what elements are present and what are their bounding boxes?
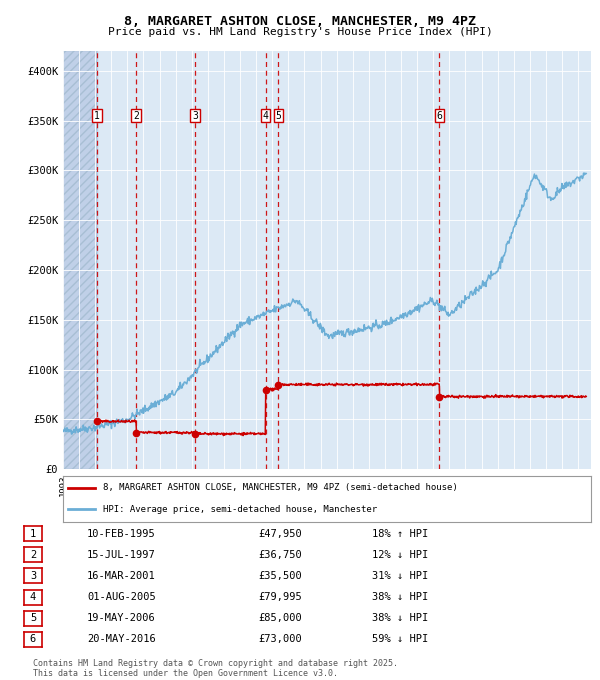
Text: 18% ↑ HPI: 18% ↑ HPI xyxy=(372,529,428,539)
Text: 5: 5 xyxy=(30,613,36,623)
Text: £35,500: £35,500 xyxy=(258,571,302,581)
Text: 4: 4 xyxy=(263,111,268,121)
Text: 19-MAY-2006: 19-MAY-2006 xyxy=(87,613,156,623)
Text: 59% ↓ HPI: 59% ↓ HPI xyxy=(372,634,428,644)
Text: 20-MAY-2016: 20-MAY-2016 xyxy=(87,634,156,644)
Text: 3: 3 xyxy=(30,571,36,581)
Text: 1: 1 xyxy=(94,111,100,121)
Text: 1: 1 xyxy=(30,529,36,539)
Text: 12% ↓ HPI: 12% ↓ HPI xyxy=(372,550,428,560)
Text: 3: 3 xyxy=(192,111,198,121)
Text: This data is licensed under the Open Government Licence v3.0.: This data is licensed under the Open Gov… xyxy=(33,668,338,678)
Text: £47,950: £47,950 xyxy=(258,529,302,539)
Text: 31% ↓ HPI: 31% ↓ HPI xyxy=(372,571,428,581)
Bar xyxy=(63,51,97,469)
Text: £36,750: £36,750 xyxy=(258,550,302,560)
Text: 16-MAR-2001: 16-MAR-2001 xyxy=(87,571,156,581)
Text: £85,000: £85,000 xyxy=(258,613,302,623)
Text: £73,000: £73,000 xyxy=(258,634,302,644)
Text: Contains HM Land Registry data © Crown copyright and database right 2025.: Contains HM Land Registry data © Crown c… xyxy=(33,658,398,668)
Text: 4: 4 xyxy=(30,592,36,602)
Text: 6: 6 xyxy=(30,634,36,644)
Text: £79,995: £79,995 xyxy=(258,592,302,602)
Text: 38% ↓ HPI: 38% ↓ HPI xyxy=(372,592,428,602)
Text: HPI: Average price, semi-detached house, Manchester: HPI: Average price, semi-detached house,… xyxy=(103,505,377,514)
Text: 6: 6 xyxy=(436,111,442,121)
Text: 01-AUG-2005: 01-AUG-2005 xyxy=(87,592,156,602)
Text: 8, MARGARET ASHTON CLOSE, MANCHESTER, M9 4PZ (semi-detached house): 8, MARGARET ASHTON CLOSE, MANCHESTER, M9… xyxy=(103,483,457,492)
Text: 10-FEB-1995: 10-FEB-1995 xyxy=(87,529,156,539)
Text: 5: 5 xyxy=(275,111,281,121)
Text: 8, MARGARET ASHTON CLOSE, MANCHESTER, M9 4PZ: 8, MARGARET ASHTON CLOSE, MANCHESTER, M9… xyxy=(124,15,476,28)
Text: Price paid vs. HM Land Registry's House Price Index (HPI): Price paid vs. HM Land Registry's House … xyxy=(107,27,493,37)
Text: 2: 2 xyxy=(133,111,139,121)
Text: 2: 2 xyxy=(30,550,36,560)
Text: 15-JUL-1997: 15-JUL-1997 xyxy=(87,550,156,560)
Bar xyxy=(63,51,97,469)
Text: 38% ↓ HPI: 38% ↓ HPI xyxy=(372,613,428,623)
